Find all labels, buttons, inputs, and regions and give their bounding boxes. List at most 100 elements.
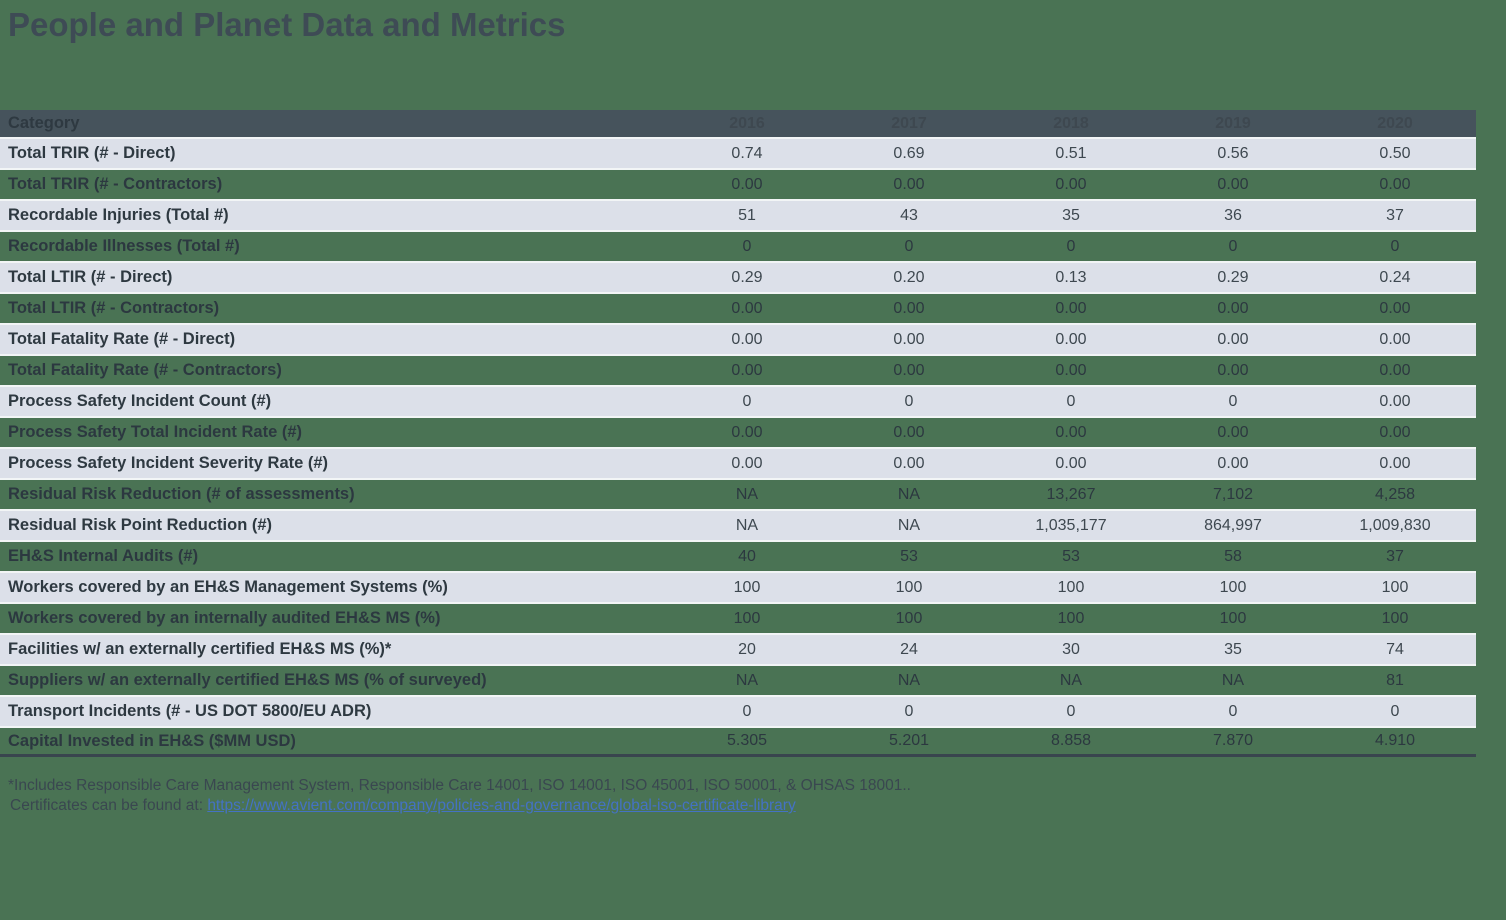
value-cell: 0.00 — [731, 454, 763, 472]
table-row: Total LTIR (# - Contractors) 0.00 0.00 0.00… — [0, 292, 1476, 323]
table-row: Total Fatality Rate (# - Contractors) 0.0… — [0, 354, 1476, 385]
table-row: Facilities w/ an externally certified EH… — [0, 633, 1476, 664]
value-cell: 0.50 — [1379, 144, 1411, 162]
row-label-cell: Total LTIR (# - Contractors) — [8, 299, 220, 317]
value-cell: 0.00 — [1379, 330, 1411, 348]
value-cell: 4.910 — [1374, 732, 1416, 749]
value-cell: 0 — [1390, 702, 1400, 720]
row-label-cell: Total Fatality Rate (# - Direct) — [8, 330, 236, 348]
value-cell: 0 — [1390, 237, 1400, 255]
row-label-cell: Process Safety Incident Severity Rate (#… — [8, 454, 329, 472]
value-cell: 100 — [1381, 578, 1409, 596]
year-header-cell-2017: 2017 — [891, 114, 927, 132]
year-header-cell-2019: 2019 — [1215, 114, 1251, 132]
year-header-cell-2020: 2020 — [1377, 114, 1413, 132]
value-cell: 0 — [1066, 392, 1076, 410]
value-cell: 81 — [1386, 671, 1404, 689]
footnote-line1: *Includes Responsible Care Management Sy… — [8, 777, 911, 794]
value-cell: 0.00 — [1055, 361, 1087, 379]
value-cell: 35 — [1224, 640, 1242, 658]
row-label-cell: Suppliers w/ an externally certified EH&… — [8, 671, 487, 689]
value-cell: 0.00 — [1217, 175, 1249, 193]
value-cell: NA — [897, 485, 921, 503]
value-cell: 0.00 — [731, 175, 763, 193]
table-row: Workers covered by an EH&S Management Sy… — [0, 571, 1476, 602]
value-cell: 5.201 — [888, 732, 930, 749]
row-label-cell: Workers covered by an internally audited… — [8, 609, 441, 627]
value-cell: 0 — [904, 702, 914, 720]
value-cell: 1,009,830 — [1359, 516, 1431, 534]
value-cell: 0.00 — [893, 423, 925, 441]
value-cell: NA — [735, 485, 759, 503]
value-cell: 35 — [1062, 206, 1080, 224]
value-cell: 5.305 — [726, 732, 768, 749]
value-cell: 7,102 — [1212, 485, 1254, 503]
value-cell: 0.00 — [1055, 423, 1087, 441]
value-cell: 4,258 — [1374, 485, 1416, 503]
value-cell: 100 — [1219, 609, 1247, 627]
table-row: Total TRIR (# - Contractors) 0.00 0.00 0.00… — [0, 168, 1476, 199]
row-label-cell: Total Fatality Rate (# - Contractors) — [8, 361, 282, 379]
value-cell: 0.00 — [893, 175, 925, 193]
table-row: Process Safety Incident Count (#) 0 0 0 0 0.0… — [0, 385, 1476, 416]
value-cell: 0.00 — [1055, 330, 1087, 348]
value-cell: NA — [897, 516, 921, 534]
value-cell: 0.13 — [1055, 268, 1087, 286]
value-cell: 0.00 — [1055, 299, 1087, 317]
value-cell: 51 — [738, 206, 756, 224]
value-cell: 0 — [1228, 392, 1238, 410]
year-header-cell-2018: 2018 — [1053, 114, 1089, 132]
value-cell: 0.00 — [731, 299, 763, 317]
value-cell: 0 — [1228, 702, 1238, 720]
row-label-cell: Process Safety Incident Count (#) — [8, 392, 272, 410]
value-cell: 24 — [900, 640, 918, 658]
value-cell: 0.00 — [731, 361, 763, 379]
value-cell: 36 — [1224, 206, 1242, 224]
value-cell: 0 — [1066, 237, 1076, 255]
table-row: Transport Incidents (# - US DOT 5800/EU … — [0, 695, 1476, 726]
value-cell: 0.00 — [893, 330, 925, 348]
value-cell: 0 — [1066, 702, 1076, 720]
value-cell: 0.56 — [1217, 144, 1249, 162]
table-row: Capital Invested in EH&S ($MM USD) 5.305 5… — [0, 726, 1476, 757]
value-cell: 100 — [733, 578, 761, 596]
table-row: Residual Risk Point Reduction (#) NA NA 1,0… — [0, 509, 1476, 540]
table-row: Residual Risk Reduction (# of assessment… — [0, 478, 1476, 509]
metrics-table: Category 2016 2017 2018 2019 2020 Total … — [0, 110, 1476, 757]
table-row: Total LTIR (# - Direct) 0.29 0.20 0.13 0.29 0… — [0, 261, 1476, 292]
value-cell: 0.00 — [1379, 361, 1411, 379]
row-label-cell: Facilities w/ an externally certified EH… — [8, 640, 392, 658]
table-row: Recordable Injuries (Total #) 51 43 35 36 37 — [0, 199, 1476, 230]
value-cell: NA — [897, 671, 921, 689]
table-header-row: Category 2016 2017 2018 2019 2020 — [0, 110, 1476, 137]
value-cell: 0 — [904, 392, 914, 410]
value-cell: 8.858 — [1050, 732, 1092, 749]
value-cell: 37 — [1386, 206, 1404, 224]
certificates-link[interactable]: https://www.avient.com/company/policies-… — [207, 797, 796, 814]
value-cell: 1,035,177 — [1035, 516, 1107, 534]
row-label-cell: Residual Risk Point Reduction (#) — [8, 516, 273, 534]
value-cell: 0.00 — [1379, 392, 1411, 410]
value-cell: 0.00 — [1217, 299, 1249, 317]
value-cell: 0 — [742, 702, 752, 720]
value-cell: 100 — [895, 609, 923, 627]
row-label-cell: EH&S Internal Audits (#) — [8, 547, 199, 565]
value-cell: 0.29 — [1217, 268, 1249, 286]
value-cell: 0.51 — [1055, 144, 1087, 162]
footnote: *Includes Responsible Care Management Sy… — [8, 776, 911, 816]
value-cell: 37 — [1386, 547, 1404, 565]
row-label-cell: Total TRIR (# - Direct) — [8, 144, 176, 162]
row-label-cell: Total TRIR (# - Contractors) — [8, 175, 223, 193]
row-label-cell: Recordable Injuries (Total #) — [8, 206, 229, 224]
year-header-cell-2016: 2016 — [729, 114, 765, 132]
row-label-cell: Residual Risk Reduction (# of assessment… — [8, 485, 355, 503]
value-cell: 0.00 — [1217, 361, 1249, 379]
value-cell: 0.24 — [1379, 268, 1411, 286]
table-row: Recordable Illnesses (Total #) 0 0 0 0 0 — [0, 230, 1476, 261]
table-row: Process Safety Incident Severity Rate (#… — [0, 447, 1476, 478]
value-cell: 0 — [742, 237, 752, 255]
value-cell: 0.74 — [731, 144, 763, 162]
value-cell: 0.00 — [1055, 454, 1087, 472]
value-cell: 40 — [738, 547, 756, 565]
value-cell: 0.00 — [1379, 454, 1411, 472]
